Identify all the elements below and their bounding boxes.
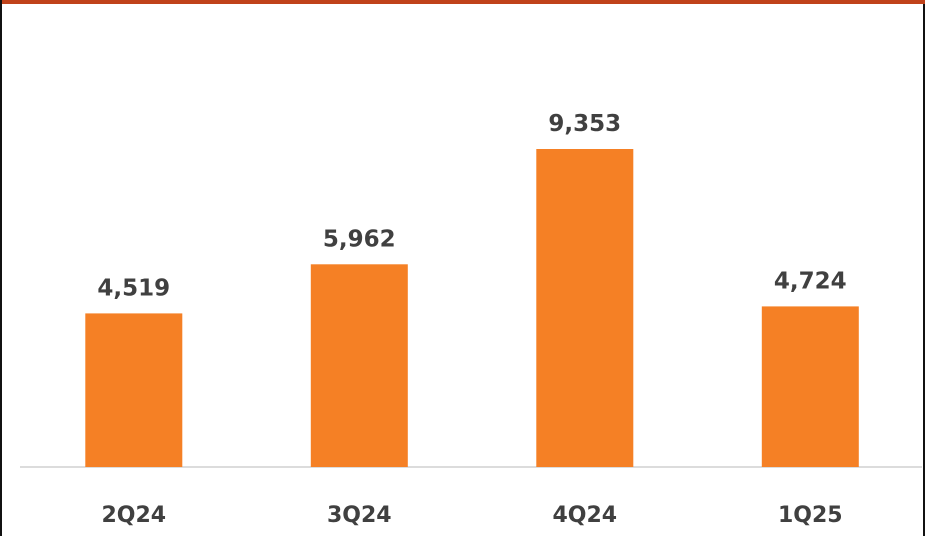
bar-2q24: [85, 313, 183, 467]
value-labels-group: 4,519 5,962 9,353 4,724: [97, 111, 846, 301]
bar-3q24: [310, 264, 408, 467]
top-accent-rule: [2, 0, 925, 4]
value-label-2q24: 4,519: [97, 275, 170, 301]
value-label-1q25: 4,724: [774, 268, 847, 294]
value-label-4q24: 9,353: [548, 111, 621, 137]
category-label-3q24: 3Q24: [327, 503, 392, 528]
value-label-3q24: 5,962: [323, 226, 396, 252]
bar-1q25: [761, 306, 859, 467]
category-label-2q24: 2Q24: [101, 503, 166, 528]
category-label-4q24: 4Q24: [552, 503, 617, 528]
bars-group: [85, 149, 859, 467]
bar-4q24: [536, 149, 634, 467]
category-label-1q25: 1Q25: [778, 503, 843, 528]
category-labels-group: 2Q24 3Q24 4Q24 1Q25: [101, 503, 842, 528]
